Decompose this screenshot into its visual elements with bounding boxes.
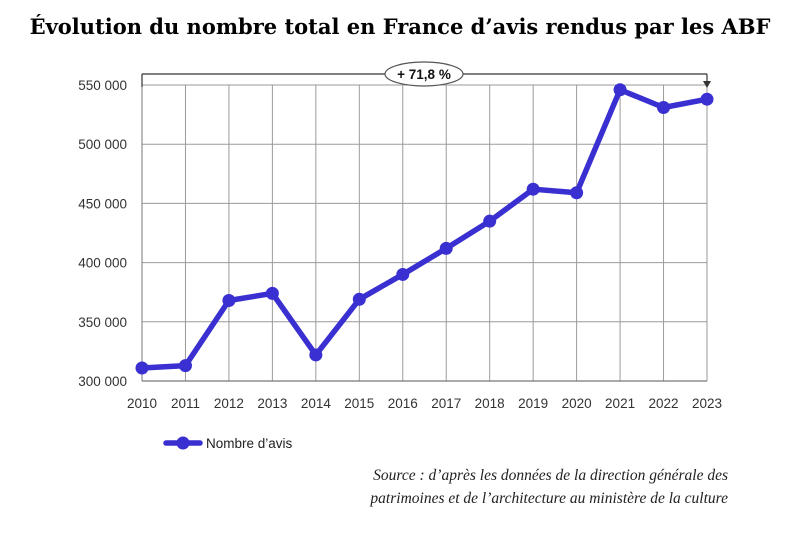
x-tick-label: 2015 — [344, 396, 374, 411]
x-tick-label: 2017 — [431, 396, 461, 411]
x-tick-label: 2021 — [605, 396, 635, 411]
data-point — [396, 267, 410, 281]
legend-label: Nombre d’avis — [206, 436, 293, 451]
data-point — [352, 292, 366, 306]
y-tick-label: 500 000 — [78, 137, 127, 152]
data-point — [483, 214, 497, 228]
data-point — [309, 348, 323, 362]
series-nombre-avis — [135, 83, 714, 375]
x-tick-label: 2016 — [388, 396, 418, 411]
data-point — [570, 186, 584, 200]
annotation-ellipse — [384, 61, 464, 87]
source-line-2: patrimoines et de l’architecture au mini… — [370, 490, 728, 507]
x-tick-label: 2011 — [171, 396, 200, 411]
x-tick-label: 2019 — [518, 396, 548, 411]
y-tick-label: 550 000 — [78, 78, 127, 93]
growth-annotation: + 71,8 % — [141, 61, 711, 88]
y-axis-ticks: 300 000 350 000 400 000 450 000 500 000 550 0… — [78, 78, 127, 389]
source-note: Source : d’après les données de la direc… — [370, 464, 728, 510]
x-tick-label: 2022 — [649, 396, 679, 411]
x-tick-label: 2013 — [257, 396, 287, 411]
x-tick-label: 2012 — [214, 396, 244, 411]
x-tick-label: 2018 — [475, 396, 505, 411]
data-point — [613, 83, 627, 97]
chart-title: Évolution du nombre total en France d’av… — [29, 14, 771, 39]
legend-swatch-marker — [176, 436, 190, 450]
annotation-arrow-icon — [703, 81, 711, 88]
data-point — [700, 92, 714, 106]
series-line — [139, 86, 710, 371]
data-point — [657, 100, 671, 114]
source-line-1: Source : d’après les données de la direc… — [373, 467, 728, 484]
x-tick-label: 2023 — [692, 396, 722, 411]
legend: Nombre d’avis — [163, 436, 293, 451]
y-tick-label: 350 000 — [78, 315, 127, 330]
x-tick-label: 2020 — [562, 396, 592, 411]
x-tick-label: 2010 — [127, 396, 157, 411]
data-point — [178, 359, 192, 373]
y-tick-label: 300 000 — [78, 374, 127, 389]
data-point — [439, 241, 453, 255]
y-tick-label: 450 000 — [78, 196, 127, 211]
x-axis-ticks: 2010 2011 2012 2013 2014 2015 2016 2017 2018 2019… — [127, 396, 722, 411]
y-tick-label: 400 000 — [78, 256, 127, 271]
annotation-label: + 71,8 % — [397, 67, 451, 82]
data-point — [135, 361, 149, 375]
x-tick-label: 2014 — [301, 396, 332, 411]
data-point — [222, 293, 236, 307]
data-point — [265, 286, 279, 300]
data-point — [526, 182, 540, 196]
grid-lines — [141, 84, 708, 382]
